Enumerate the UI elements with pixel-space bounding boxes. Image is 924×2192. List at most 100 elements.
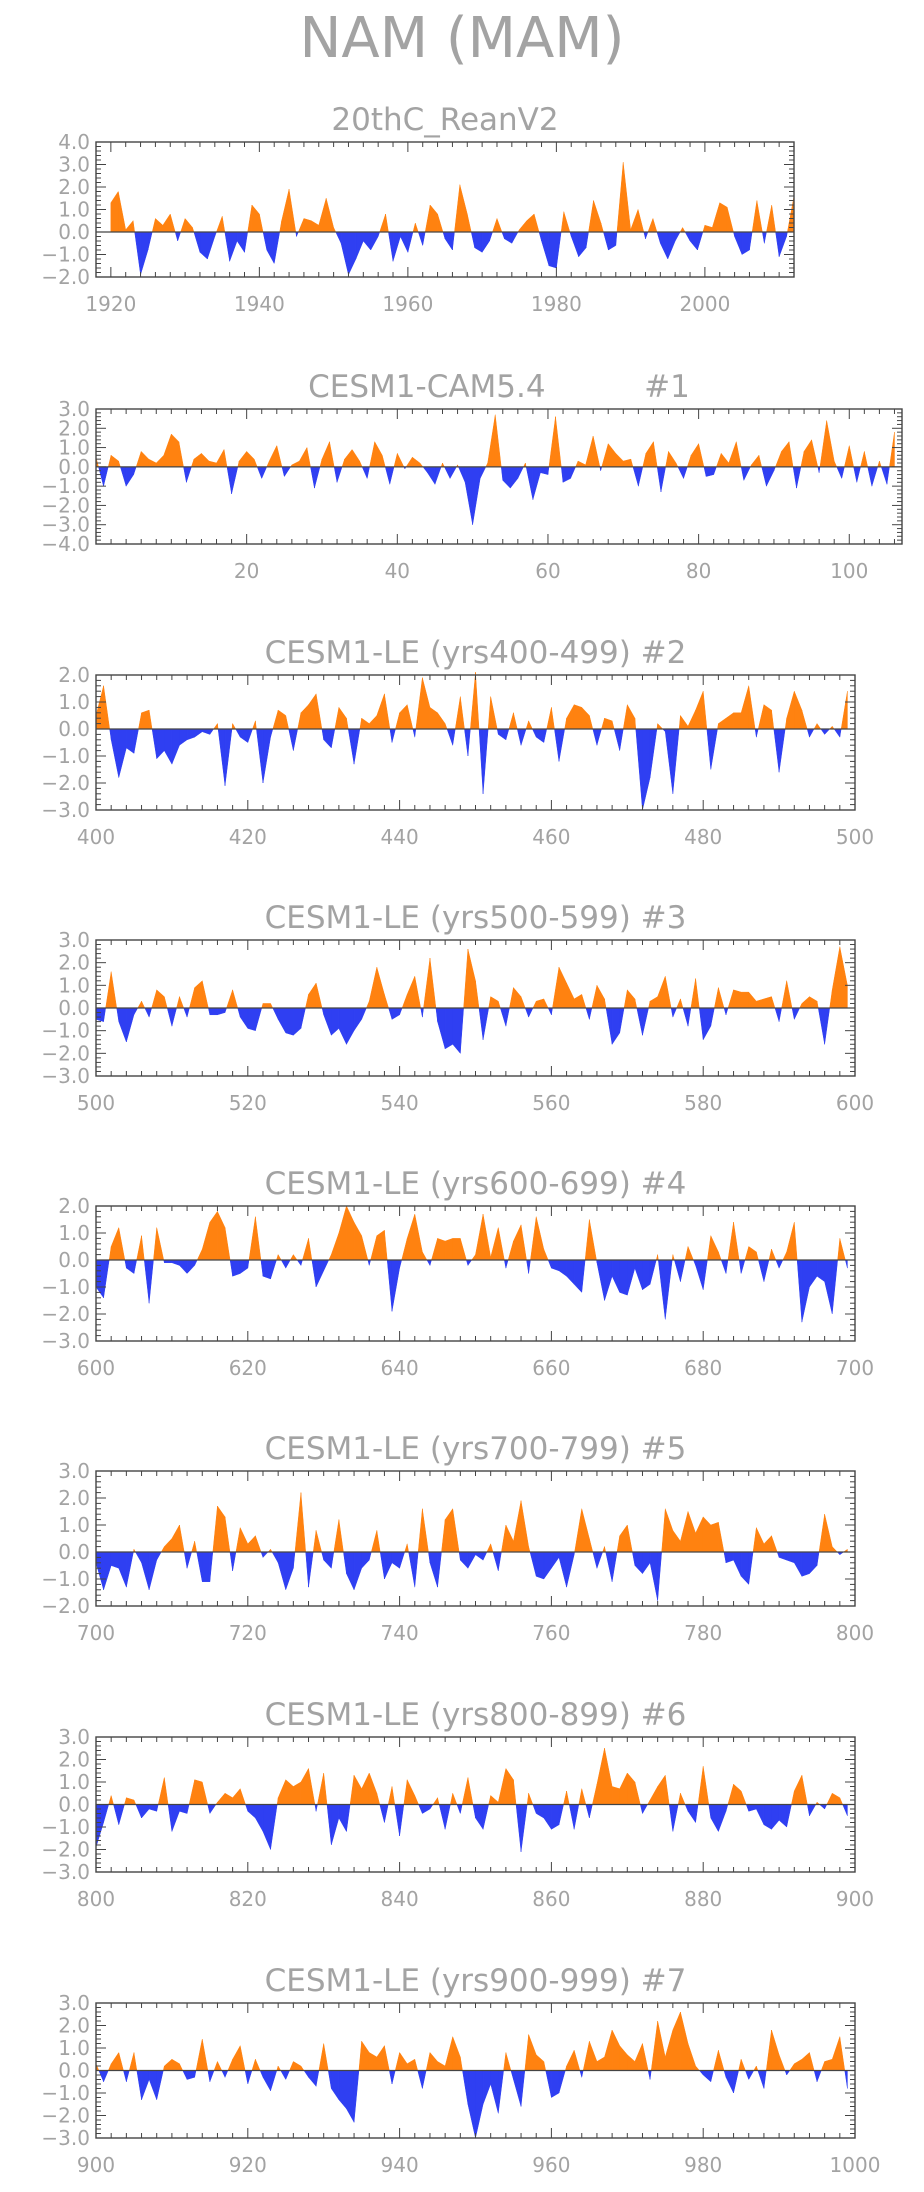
positive-anomaly-area: [756, 1251, 759, 1261]
positive-anomaly-area: [289, 2061, 294, 2071]
positive-anomaly-area: [687, 1246, 694, 1261]
x-tick-label: 500: [77, 1091, 115, 1115]
negative-anomaly-area: [660, 466, 666, 492]
x-tick-label: 700: [836, 1356, 874, 1380]
negative-anomaly-area: [706, 728, 712, 770]
positive-anomaly-area: [680, 1793, 686, 1805]
positive-anomaly-area: [794, 1775, 803, 1805]
negative-anomaly-area: [438, 1804, 446, 1830]
positive-anomaly-area: [232, 722, 237, 730]
positive-anomaly-area: [840, 691, 848, 730]
positive-anomaly-area: [255, 1216, 262, 1261]
negative-anomaly-area: [209, 2070, 215, 2082]
positive-anomaly-area: [384, 994, 389, 1009]
positive-anomaly-area: [487, 696, 491, 730]
positive-anomaly-area: [492, 218, 498, 233]
positive-anomaly-area: [740, 2059, 746, 2071]
positive-anomaly-area: [110, 1227, 120, 1261]
negative-anomaly-area: [348, 231, 357, 275]
positive-anomaly-area: [156, 989, 165, 1009]
negative-anomaly-area: [462, 2070, 469, 2105]
positive-anomaly-area: [616, 1535, 620, 1553]
negative-anomaly-area: [368, 1551, 372, 1561]
negative-anomaly-area: [103, 1804, 109, 1823]
negative-anomaly-area: [547, 1007, 552, 1015]
positive-anomaly-area: [653, 441, 658, 468]
x-tick-label: 760: [532, 1621, 570, 1645]
y-tick-label: −3.0: [41, 1329, 90, 1353]
positive-anomaly-area: [604, 1748, 613, 1805]
positive-anomaly-area: [498, 1768, 507, 1805]
positive-anomaly-area: [503, 2052, 507, 2071]
negative-anomaly-area: [845, 1259, 848, 1269]
negative-anomaly-area: [520, 728, 527, 746]
x-tick-label: 540: [381, 1091, 419, 1115]
negative-anomaly-area: [516, 728, 522, 746]
negative-anomaly-area: [581, 2070, 584, 2078]
negative-anomaly-area: [543, 728, 548, 743]
positive-anomaly-area: [151, 218, 156, 233]
negative-anomaly-area: [529, 1551, 537, 1577]
positive-anomaly-area: [353, 1221, 362, 1261]
positive-anomaly-area: [519, 220, 527, 233]
negative-anomaly-area: [98, 2070, 104, 2082]
y-tick-label: −3.0: [41, 1064, 90, 1088]
negative-anomaly-area: [460, 1804, 463, 1814]
positive-anomaly-area: [596, 2056, 605, 2071]
x-tick-label: 400: [77, 825, 115, 849]
negative-anomaly-area: [807, 1804, 810, 1816]
positive-anomaly-area: [269, 445, 278, 468]
positive-anomaly-area: [607, 442, 617, 468]
positive-anomaly-area: [399, 2051, 408, 2071]
negative-anomaly-area: [156, 1551, 162, 1562]
negative-anomaly-area: [262, 1551, 269, 1559]
positive-anomaly-area: [543, 998, 549, 1009]
positive-anomaly-area: [289, 1253, 294, 1261]
negative-anomaly-area: [391, 1007, 400, 1020]
positive-anomaly-area: [530, 1216, 537, 1261]
positive-anomaly-area: [414, 1214, 423, 1261]
negative-anomaly-area: [446, 728, 453, 746]
negative-anomaly-area: [786, 231, 788, 237]
positive-anomaly-area: [713, 2050, 719, 2071]
positive-anomaly-area: [358, 2041, 362, 2071]
negative-anomaly-area: [260, 1551, 264, 1558]
negative-anomaly-area: [794, 1007, 801, 1020]
positive-anomaly-area: [128, 2052, 135, 2071]
positive-anomaly-area: [486, 1543, 491, 1553]
negative-anomaly-area: [801, 1551, 810, 1577]
positive-anomaly-area: [513, 986, 522, 1009]
negative-anomaly-area: [270, 728, 274, 738]
positive-anomaly-area: [756, 200, 763, 233]
positive-anomaly-area: [216, 216, 223, 233]
negative-anomaly-area: [725, 2070, 734, 2094]
positive-anomaly-area: [819, 420, 827, 468]
positive-anomaly-area: [118, 460, 121, 468]
positive-anomaly-area: [374, 440, 383, 468]
x-tick-label: 2000: [679, 292, 730, 316]
negative-anomaly-area: [305, 1551, 309, 1588]
positive-anomaly-area: [665, 2029, 674, 2071]
positive-anomaly-area: [528, 1546, 531, 1553]
negative-anomaly-area: [558, 1259, 567, 1277]
negative-anomaly-area: [331, 2070, 340, 2101]
positive-anomaly-area: [889, 432, 895, 468]
negative-anomaly-area: [232, 1551, 237, 1571]
negative-anomaly-area: [613, 728, 620, 751]
positive-anomaly-area: [470, 672, 476, 730]
negative-anomaly-area: [347, 728, 355, 765]
x-tick-label: 80: [686, 559, 711, 583]
positive-anomaly-area: [202, 2038, 209, 2071]
negative-anomaly-area: [745, 1804, 749, 1812]
negative-anomaly-area: [475, 1551, 484, 1561]
positive-anomaly-area: [110, 454, 119, 468]
negative-anomaly-area: [592, 728, 598, 746]
positive-anomaly-area: [566, 2050, 575, 2071]
positive-anomaly-area: [528, 2034, 537, 2071]
negative-anomaly-area: [314, 466, 321, 489]
positive-anomaly-area: [657, 1774, 666, 1805]
negative-anomaly-area: [147, 231, 153, 251]
positive-anomaly-area: [839, 1797, 844, 1805]
negative-anomaly-area: [513, 2070, 522, 2107]
